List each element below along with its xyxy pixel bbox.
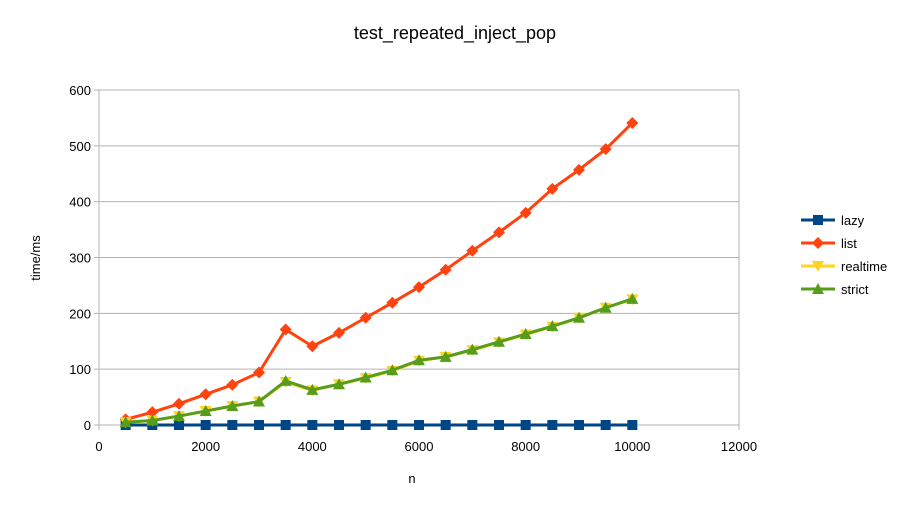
y-tick-label: 500 <box>69 139 91 154</box>
data-point-lazy <box>334 420 344 430</box>
data-point-lazy <box>280 420 291 430</box>
series-lazy <box>120 420 638 430</box>
data-point-list <box>599 143 612 156</box>
y-axis-label: time/ms <box>28 235 43 281</box>
x-axis-label: n <box>408 471 415 486</box>
data-point-strict <box>253 395 265 407</box>
data-point-strict <box>279 374 292 386</box>
data-point-strict <box>626 292 639 304</box>
data-point-list <box>173 397 185 410</box>
data-point-list <box>439 263 452 276</box>
legend-label-realtime: realtime <box>841 259 887 274</box>
data-point-strict <box>599 301 612 313</box>
data-point-lazy <box>574 420 584 430</box>
data-point-strict <box>333 378 345 390</box>
x-tick-label: 6000 <box>405 439 434 454</box>
data-point-list <box>519 206 532 219</box>
data-point-list <box>386 296 399 309</box>
x-tick-label: 2000 <box>191 439 220 454</box>
data-point-strict <box>146 414 159 426</box>
data-point-strict <box>226 400 239 412</box>
data-point-lazy <box>254 420 264 430</box>
legend-marker-lazy <box>813 215 823 225</box>
legend-label-strict: strict <box>841 282 869 297</box>
legend-marker-list <box>812 237 824 249</box>
data-point-list <box>359 311 372 324</box>
data-point-lazy <box>360 420 371 430</box>
y-tick-label: 600 <box>69 83 91 98</box>
data-point-lazy <box>547 420 558 430</box>
y-tick-label: 100 <box>69 362 91 377</box>
series-line-list <box>125 121 634 421</box>
series-line-realtime <box>125 297 633 424</box>
data-point-list <box>466 244 479 257</box>
data-point-lazy <box>414 420 424 430</box>
series-strict <box>119 292 639 428</box>
data-point-strict <box>359 371 372 383</box>
data-point-list <box>199 388 212 401</box>
data-point-strict <box>493 335 505 347</box>
x-tick-label: 0 <box>95 439 102 454</box>
data-point-list <box>226 378 239 391</box>
data-point-list <box>413 281 425 294</box>
data-point-list <box>626 116 639 129</box>
data-point-lazy <box>494 420 504 430</box>
data-point-strict <box>546 320 559 332</box>
x-tick-label: 10000 <box>614 439 650 454</box>
data-point-lazy <box>440 420 451 430</box>
data-point-strict <box>439 350 452 362</box>
data-point-lazy <box>467 420 478 430</box>
data-point-list <box>146 406 159 419</box>
legend-item-realtime: realtime <box>801 259 887 274</box>
y-tick-label: 0 <box>84 418 91 433</box>
x-tick-label: 12000 <box>721 439 757 454</box>
y-tick-label: 200 <box>69 306 91 321</box>
x-tick-label: 8000 <box>511 439 540 454</box>
data-point-strict <box>119 416 132 428</box>
data-point-lazy <box>627 420 638 430</box>
data-point-strict <box>173 410 185 422</box>
data-point-lazy <box>520 420 531 430</box>
data-point-list <box>333 326 345 339</box>
data-point-strict <box>519 327 532 339</box>
legend-marker-realtime <box>812 261 824 272</box>
y-tick-label: 400 <box>69 195 91 210</box>
data-point-lazy <box>200 420 211 430</box>
data-point-strict <box>466 343 479 355</box>
legend-marker-strict <box>812 283 824 294</box>
data-point-list <box>573 163 585 176</box>
y-tick-label: 300 <box>69 251 91 266</box>
data-point-lazy <box>387 420 398 430</box>
data-point-strict <box>573 311 585 323</box>
gridlines <box>99 89 739 426</box>
x-tick-label: 4000 <box>298 439 327 454</box>
data-point-strict <box>199 405 212 417</box>
data-point-strict <box>386 364 399 376</box>
legend-item-list: list <box>801 236 857 251</box>
series-list <box>119 116 639 426</box>
data-point-lazy <box>227 420 238 430</box>
plot-area <box>119 116 639 430</box>
data-point-list <box>306 340 319 353</box>
data-point-strict <box>413 354 425 366</box>
data-point-list <box>279 323 292 336</box>
data-point-list <box>546 182 559 195</box>
legend: lazy list realtime strict <box>801 213 887 297</box>
data-point-list <box>253 366 265 379</box>
series-realtime <box>119 294 639 429</box>
legend-label-lazy: lazy <box>841 213 865 228</box>
data-point-lazy <box>307 420 318 430</box>
chart-title: test_repeated_inject_pop <box>354 23 556 44</box>
legend-label-list: list <box>841 236 857 251</box>
data-point-lazy <box>174 420 184 430</box>
legend-item-lazy: lazy <box>801 213 865 228</box>
data-point-lazy <box>600 420 611 430</box>
series-line-strict <box>125 297 633 424</box>
data-point-strict <box>306 383 319 395</box>
data-point-list <box>493 226 505 239</box>
legend-item-strict: strict <box>801 282 869 297</box>
